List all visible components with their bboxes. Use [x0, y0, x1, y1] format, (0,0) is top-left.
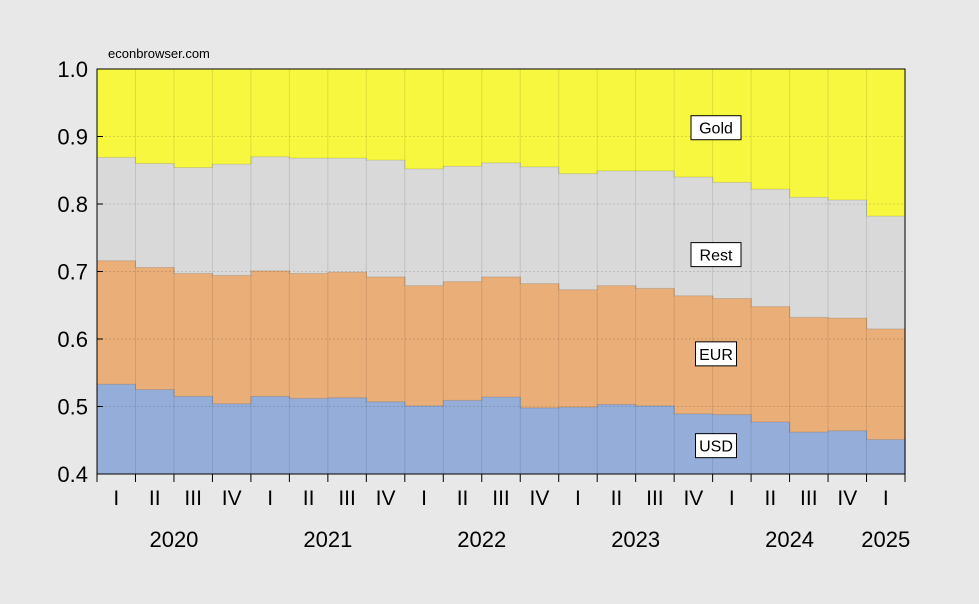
year-label: 2020	[149, 527, 198, 552]
x-tick-label: III	[184, 487, 202, 510]
x-tick-label: I	[729, 487, 735, 510]
band-usd-edge	[97, 383, 905, 441]
y-tick-label: 0.6	[57, 327, 88, 352]
band-labels: Gold Rest EUR USD	[690, 115, 742, 459]
gridlines	[97, 69, 905, 474]
band-label-box	[690, 242, 742, 268]
x-tick-label: IV	[222, 487, 242, 510]
y-tick-label: 0.8	[57, 192, 88, 217]
band-usd-q9	[404, 405, 444, 474]
band-usd-q11	[481, 397, 521, 474]
x-tick-label: III	[338, 487, 356, 510]
band-usd-q1	[97, 384, 137, 474]
band-label-box	[695, 341, 737, 367]
band-usd-q7	[327, 397, 367, 474]
band-usd-q5	[250, 396, 290, 475]
band-rest-edge	[97, 156, 905, 217]
y-tick-label: 0.7	[57, 260, 88, 285]
x-tick-label: I	[575, 487, 581, 510]
band-eur-edge	[97, 260, 905, 330]
band-usd-q20	[828, 430, 868, 474]
band-label: Rest	[700, 248, 733, 265]
x-tick-label: IV	[837, 487, 857, 510]
year-label: 2024	[765, 527, 814, 552]
band-usd-q4	[212, 403, 252, 474]
x-tick-label: II	[611, 487, 623, 510]
band-usd-q21	[866, 439, 906, 474]
band-label-box	[690, 115, 742, 141]
band-usd-q2	[135, 389, 175, 475]
year-label: 2025	[861, 527, 910, 552]
band-usd-q19	[789, 432, 829, 474]
x-tick-label: I	[421, 487, 427, 510]
y-axis: 0.4 0.5 0.6 0.7 0.8 0.9 1.0	[57, 57, 103, 487]
y-tick-label: 0.5	[57, 395, 88, 420]
source-note: econbrowser.com	[108, 46, 210, 61]
band-usd-q10	[443, 400, 483, 474]
x-tick-label: III	[646, 487, 664, 510]
x-tick-label: IV	[530, 487, 550, 510]
year-label: 2023	[611, 527, 660, 552]
band-usd-q3	[173, 396, 214, 475]
x-tick-label: II	[303, 487, 315, 510]
year-label: 2021	[303, 527, 352, 552]
x-tick-label: I	[113, 487, 119, 510]
band-usd-q6	[289, 398, 329, 474]
x-tick-label: II	[764, 487, 776, 510]
x-tick-label: II	[149, 487, 161, 510]
x-tick-label: IV	[683, 487, 703, 510]
band-label-box	[695, 433, 737, 459]
x-tick-label: II	[457, 487, 469, 510]
x-tick-label: IV	[376, 487, 396, 510]
band-usd-q15	[635, 405, 675, 474]
y-tick-label: 1.0	[57, 57, 88, 82]
band-label: USD	[699, 439, 733, 456]
band-usd-q12	[520, 407, 560, 474]
band-usd-q18	[751, 422, 791, 474]
band-label: EUR	[699, 347, 733, 364]
x-tick-label: III	[800, 487, 818, 510]
y-tick-label: 0.4	[57, 462, 88, 487]
band-usd-q8	[366, 401, 406, 474]
x-tick-label: I	[267, 487, 273, 510]
band-usd-q14	[597, 404, 637, 474]
year-label: 2022	[457, 527, 506, 552]
y-tick-label: 0.9	[57, 125, 88, 150]
x-tick-label: III	[492, 487, 510, 510]
x-axis: I II III IV I II III IV I II III IV I II III IV I II III IV…	[96, 474, 910, 552]
band-label: Gold	[699, 121, 733, 138]
band-usd-q13	[558, 407, 598, 474]
x-tick-label: I	[883, 487, 889, 510]
